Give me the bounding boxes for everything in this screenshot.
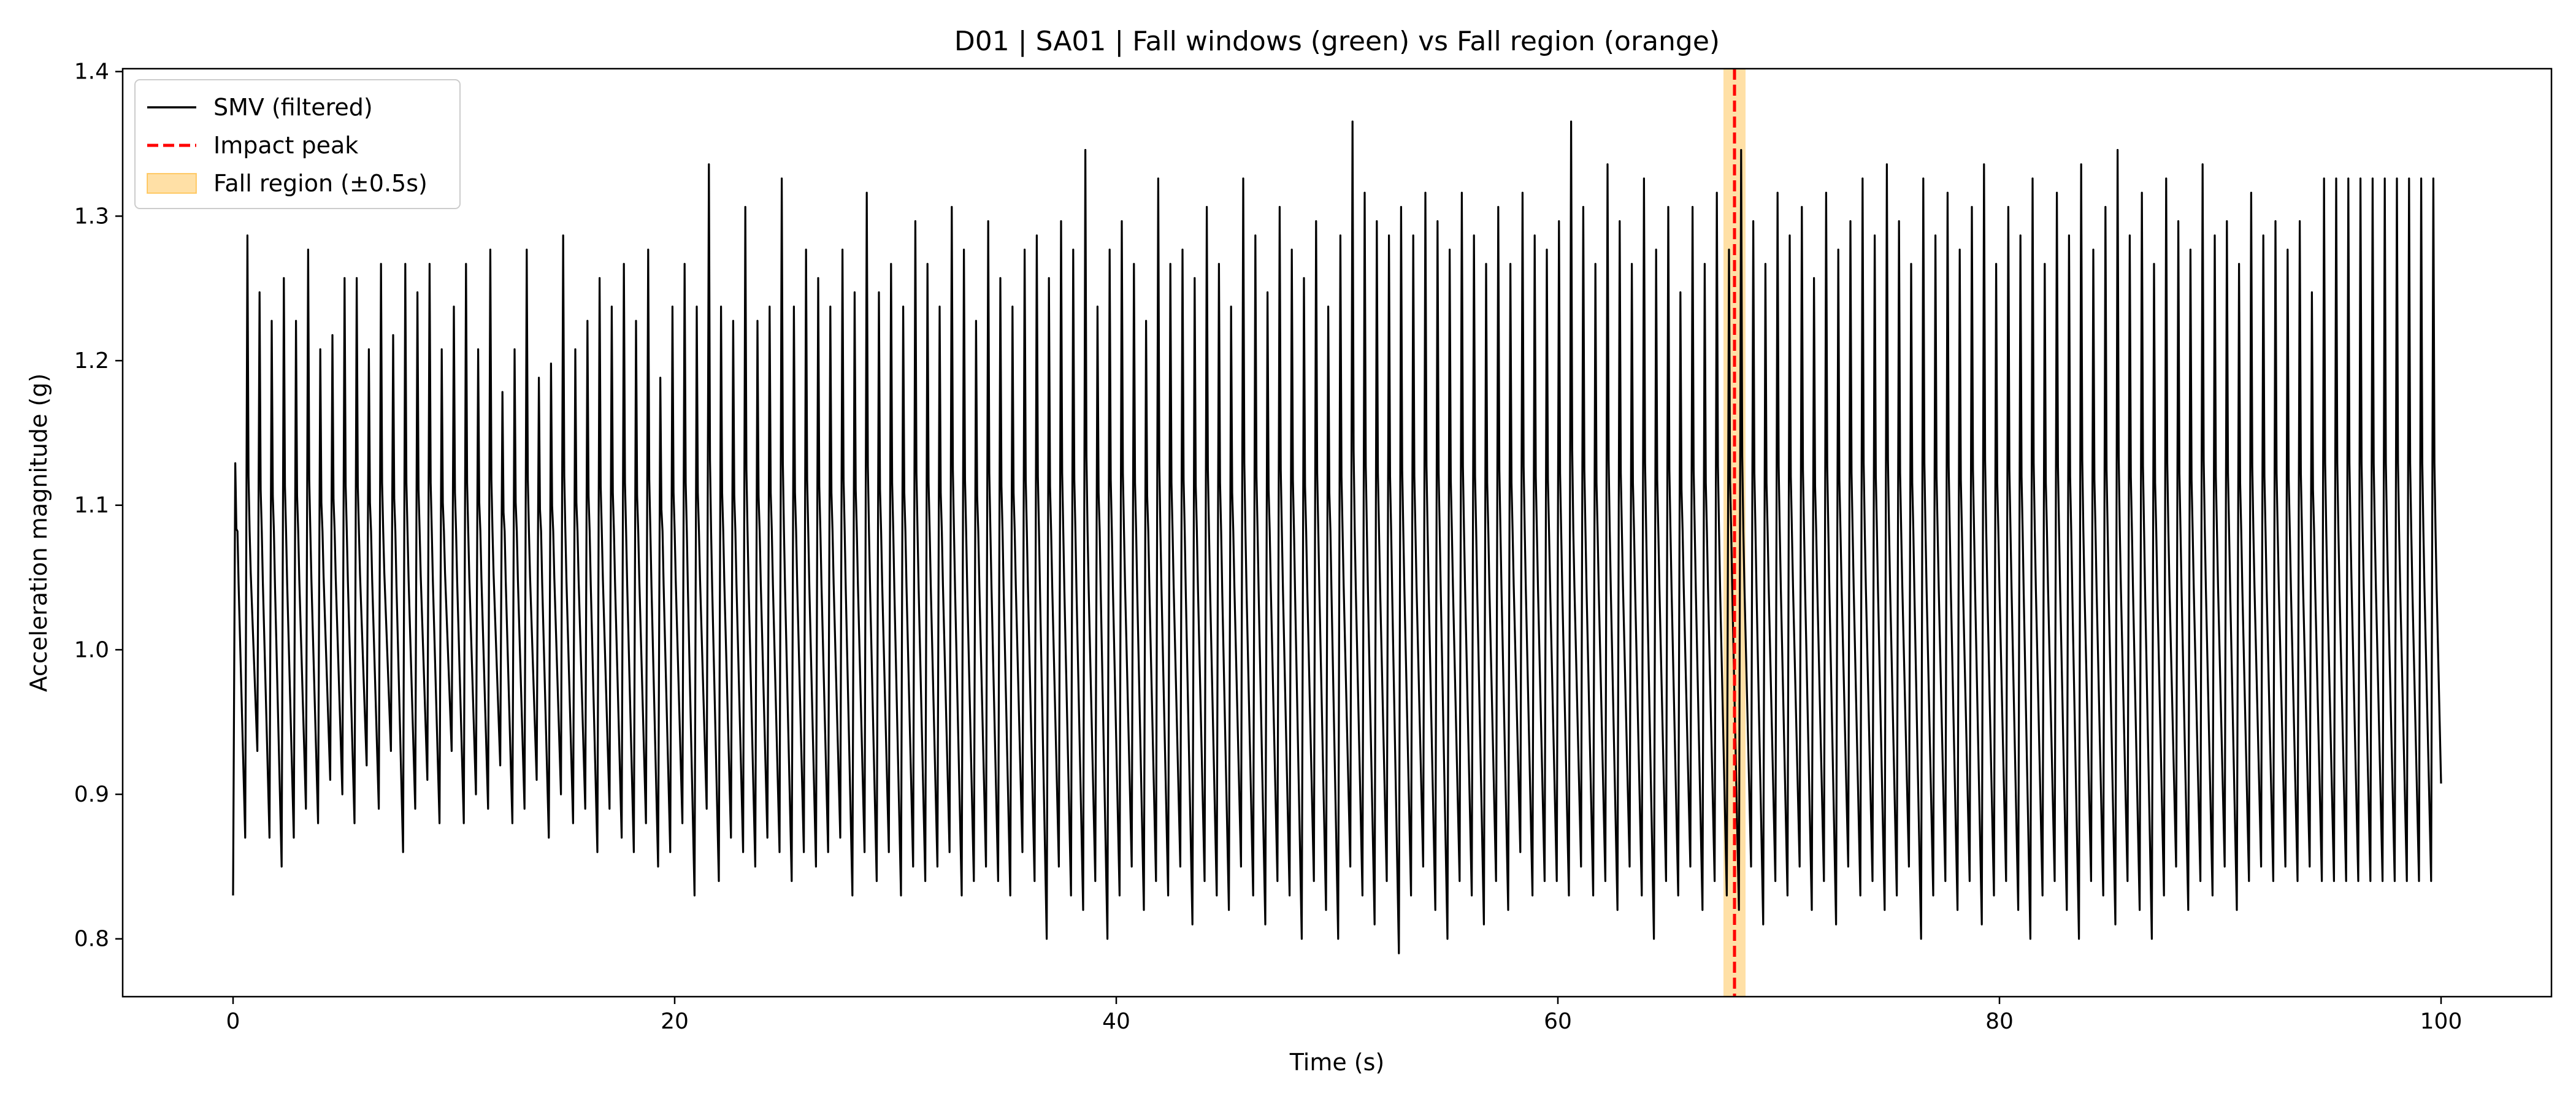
y-tick-label: 1.0 [74, 637, 109, 662]
legend-box [134, 79, 461, 209]
x-tick-label: 80 [1985, 1009, 2014, 1034]
axes-ticks: 0 20 40 60 80 100 0.8 0.9 1.0 1.1 1.2 1.3 1.4 [74, 59, 2463, 1034]
x-tick-label: 20 [661, 1009, 689, 1034]
y-tick-label: 1.4 [74, 59, 109, 85]
legend-label: Impact peak [213, 132, 358, 159]
legend-label: SMV (filtered) [213, 94, 373, 121]
legend-swatch-fall-region [147, 173, 197, 194]
x-tick-label: 60 [1544, 1009, 1572, 1034]
plot-area [232, 69, 2442, 997]
y-axis-label: Acceleration magnitude (g) [25, 374, 52, 692]
y-tick-label: 1.1 [74, 493, 109, 518]
x-tick-label: 40 [1102, 1009, 1130, 1034]
chart-title: D01 | SA01 | Fall windows (green) vs Fal… [954, 26, 1720, 57]
legend: SMV (filtered) Impact peak Fall region (±0… [134, 79, 461, 209]
x-tick-label: 100 [2420, 1009, 2463, 1034]
y-tick-label: 1.2 [74, 348, 109, 374]
y-tick-label: 0.8 [74, 927, 109, 952]
plot-frame [121, 67, 2553, 998]
x-axis-label: Time (s) [1289, 1049, 1385, 1076]
smv-signal-line [232, 120, 2442, 954]
legend-label: Fall region (±0.5s) [213, 170, 427, 197]
y-tick-label: 1.3 [74, 204, 109, 229]
x-tick-label: 0 [226, 1009, 240, 1034]
y-tick-label: 0.9 [74, 782, 109, 807]
